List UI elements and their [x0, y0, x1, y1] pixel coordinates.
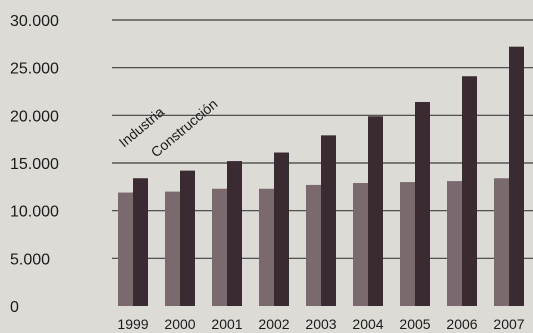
y-tick-label-30.000: 30.000 — [10, 13, 59, 30]
y-tick-label-10.000: 10.000 — [10, 204, 59, 221]
bar-construcci-n-1999 — [133, 178, 148, 306]
bar-industria-2005 — [400, 182, 415, 306]
bar-industria-2007 — [494, 178, 509, 306]
bar-industria-2000 — [165, 191, 180, 306]
bar-construcci-n-2007 — [509, 46, 524, 307]
y-tick-label-25.000: 25.000 — [10, 61, 59, 78]
x-axis-tick-labels: 1999 2000 2001 2002 2003 2004 2005 2006 2007 — [117, 316, 524, 332]
y-tick-label-0: 0 — [10, 299, 19, 316]
bar-industria-2003 — [306, 184, 321, 306]
y-tick-label-20.000: 20.000 — [10, 108, 59, 125]
bar-industria-2004 — [353, 183, 368, 306]
x-tick-label-2004: 2004 — [352, 316, 383, 332]
bars — [118, 46, 524, 307]
bar-construcci-n-2003 — [321, 135, 336, 306]
bar-construcci-n-2006 — [462, 76, 477, 306]
bar-industria-2001 — [212, 188, 227, 306]
bar-construcci-n-2001 — [227, 161, 242, 306]
y-axis-tick-labels: 0 5.000 10.000 15.000 20.000 25.000 30.000 — [10, 13, 59, 316]
bar-construcci-n-2004 — [368, 116, 383, 306]
x-tick-label-2006: 2006 — [446, 316, 477, 332]
y-tick-label-15.000: 15.000 — [10, 156, 59, 173]
bar-industria-2006 — [447, 181, 462, 306]
bar-industria-2002 — [259, 188, 274, 306]
x-tick-label-2005: 2005 — [399, 316, 430, 332]
bar-construcci-n-2002 — [274, 152, 289, 306]
bar-construcci-n-2005 — [415, 101, 430, 306]
x-tick-label-2007: 2007 — [493, 316, 524, 332]
x-tick-label-1999: 1999 — [117, 316, 148, 332]
bar-industria-1999 — [118, 192, 133, 306]
bar-construcci-n-2000 — [180, 170, 195, 306]
x-tick-label-2003: 2003 — [305, 316, 336, 332]
x-tick-label-2000: 2000 — [164, 316, 195, 332]
x-tick-label-2001: 2001 — [211, 316, 242, 332]
y-tick-label-5.000: 5.000 — [10, 251, 50, 268]
x-tick-label-2002: 2002 — [258, 316, 289, 332]
